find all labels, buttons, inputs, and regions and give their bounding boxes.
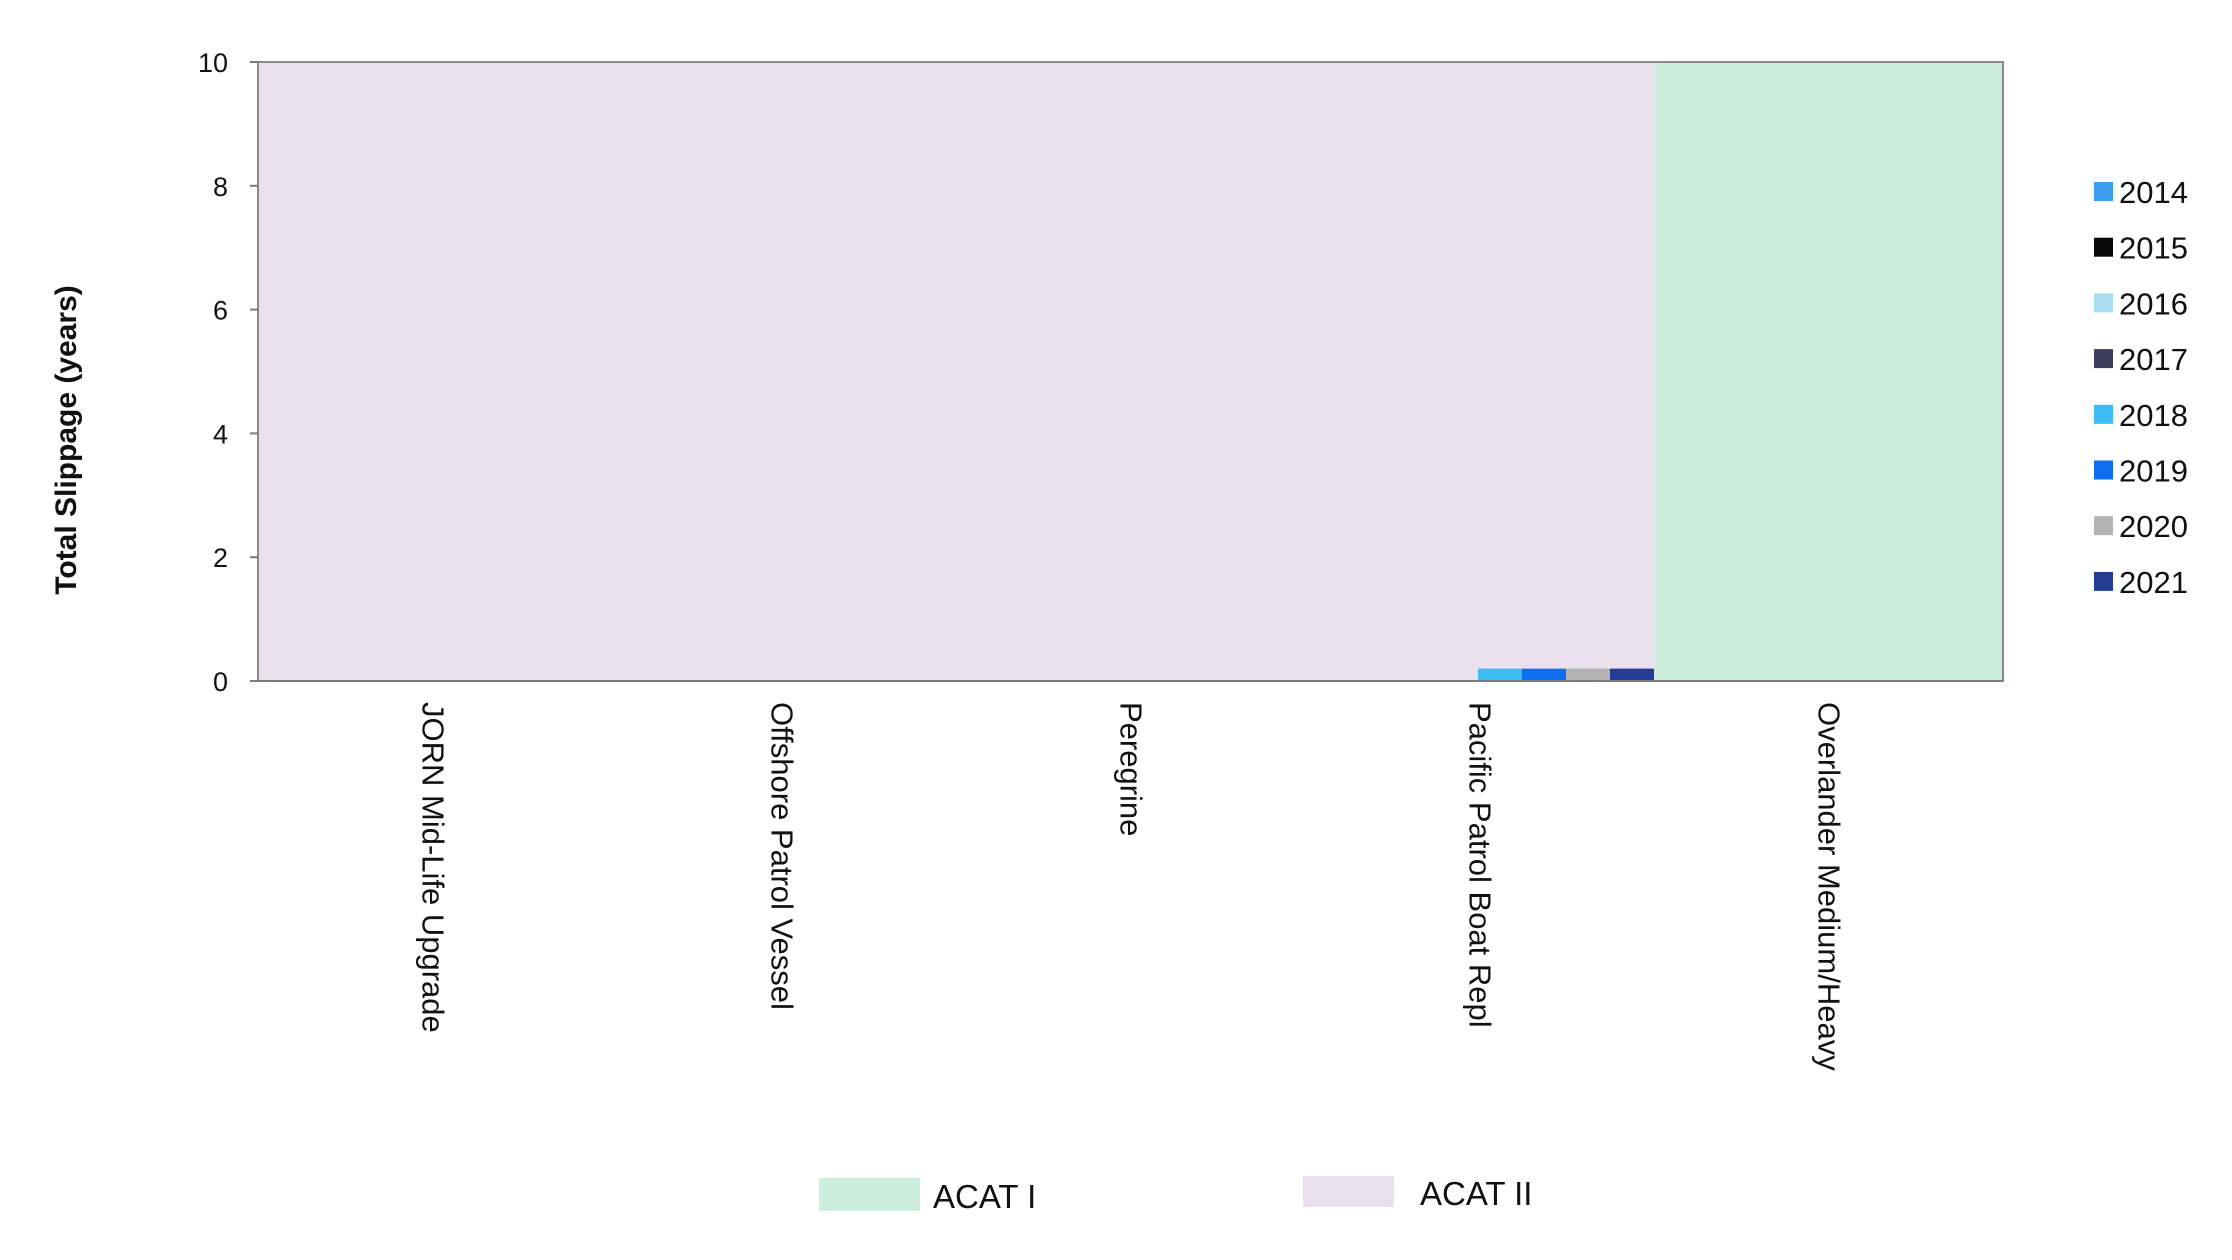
band-legend-swatch-acat-ii [1303,1176,1394,1207]
bar-2021-3 [1610,668,1654,681]
bar-2020-3 [1566,668,1610,681]
x-category-label-0: JORN Mid-Life Upgrade [416,702,451,1033]
legend-swatch-2018 [2094,404,2113,424]
legend-swatch-2017 [2094,349,2113,369]
legend-swatch-2019 [2094,460,2113,480]
y-tick-label-5: 10 [198,48,228,78]
legend-swatch-2015 [2094,237,2113,257]
bar-2018-3 [1478,668,1522,681]
legend-swatch-2014 [2094,182,2113,201]
legend-swatch-2020 [2094,516,2113,536]
legend-label-2021: 2021 [2119,565,2188,600]
y-axis-label: Total Slippage (years) [50,285,83,595]
band-legend-swatch-acat-i [819,1178,920,1211]
band-acat-i-4 [1654,62,2004,681]
band-acat-ii-3 [1305,62,1655,681]
bar-2019-3 [1522,668,1566,681]
legend-label-2014: 2014 [2119,175,2188,210]
band-acat-ii-2 [956,62,1306,681]
y-tick-label-1: 2 [213,543,228,573]
y-tick-label-3: 6 [213,296,228,326]
legend-label-2017: 2017 [2119,342,2188,377]
y-tick-label-0: 0 [213,667,228,697]
y-tick-label-4: 8 [213,172,228,202]
legend-swatch-2016 [2094,293,2113,313]
legend-label-2018: 2018 [2119,398,2188,433]
legend-label-2015: 2015 [2119,231,2188,266]
legend-swatch-2021 [2094,571,2113,591]
band-acat-ii-1 [607,62,957,681]
y-tick-label-2: 4 [213,419,228,449]
legend-label-2016: 2016 [2119,286,2188,321]
x-category-label-3: Pacific Patrol Boat Repl [1463,702,1498,1028]
band-acat-ii-0 [258,62,608,681]
x-category-label-1: Offshore Patrol Vessel [765,702,800,1010]
band-legend-label-acat-ii: ACAT II [1420,1175,1532,1212]
x-category-label-4: Overlander Medium/Heavy [1812,702,1847,1071]
legend-label-2019: 2019 [2119,454,2188,489]
legend-label-2020: 2020 [2119,509,2188,544]
x-category-label-2: Peregrine [1114,702,1149,836]
band-legend-label-acat-i: ACAT I [933,1178,1036,1215]
